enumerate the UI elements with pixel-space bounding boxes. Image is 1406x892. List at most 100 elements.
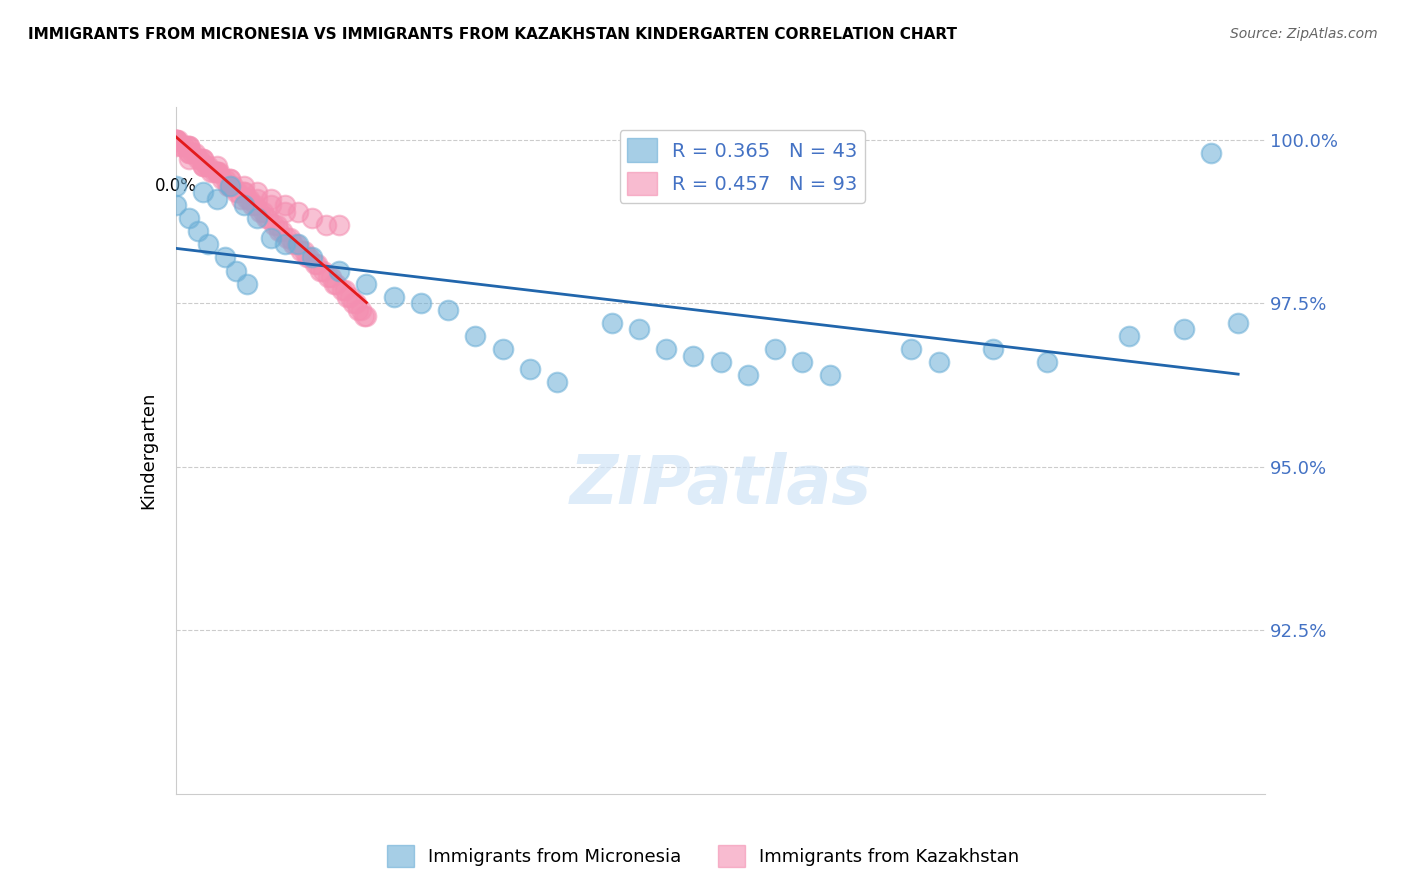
Point [205,165,228,179]
Point [792,355,814,369]
Point [342,296,364,310]
Point [191,159,214,173]
Point [315,218,337,232]
Point [232,185,254,199]
Point [333,283,356,297]
Point [281,237,304,252]
Point [1036,355,1059,369]
Point [179,139,201,153]
Point [167,133,190,147]
Point [232,178,254,193]
Text: 0.0%: 0.0% [155,178,197,195]
Point [356,310,378,324]
Point [205,192,228,206]
Point [235,277,257,291]
Point [492,342,515,356]
Point [205,159,228,173]
Point [214,251,236,265]
Point [266,218,288,232]
Point [176,139,198,153]
Point [682,349,704,363]
Point [165,139,187,153]
Point [627,322,650,336]
Point [170,139,193,153]
Point [232,198,254,212]
Point [228,185,250,199]
Text: Source: ZipAtlas.com: Source: ZipAtlas.com [1230,27,1378,41]
Point [188,153,211,167]
Point [222,178,245,193]
Point [318,270,340,285]
Point [260,198,283,212]
Point [231,192,253,206]
Point [186,153,209,167]
Point [257,211,280,226]
Point [181,145,204,160]
Point [464,329,486,343]
Point [546,375,568,389]
Point [200,165,222,179]
Point [274,204,297,219]
Point [295,251,318,265]
Point [246,211,269,226]
Legend: R = 0.365   N = 43, R = 0.457   N = 93: R = 0.365 N = 43, R = 0.457 N = 93 [620,130,865,203]
Point [353,310,375,324]
Point [325,277,347,291]
Point [165,133,187,147]
Point [208,165,231,179]
Point [179,145,201,160]
Point [284,237,307,252]
Point [179,139,201,153]
Point [1227,316,1250,330]
Point [260,231,283,245]
Point [328,263,350,277]
Point [197,159,219,173]
Point [409,296,432,310]
Point [197,237,219,252]
Point [191,185,214,199]
Point [655,342,678,356]
Point [519,361,541,376]
Text: IMMIGRANTS FROM MICRONESIA VS IMMIGRANTS FROM KAZAKHSTAN KINDERGARTEN CORRELATIO: IMMIGRANTS FROM MICRONESIA VS IMMIGRANTS… [28,27,957,42]
Point [319,270,342,285]
Text: ZIPatlas: ZIPatlas [569,452,872,517]
Point [339,290,361,304]
Point [290,244,312,258]
Point [301,251,323,265]
Point [1199,145,1222,160]
Point [382,290,405,304]
Point [271,224,294,238]
Point [179,153,201,167]
Point [194,159,217,173]
Point [298,251,321,265]
Point [312,263,335,277]
Point [165,133,187,147]
Point [214,172,236,186]
Point [219,178,242,193]
Point [225,185,247,199]
Point [287,204,309,219]
Point [600,316,623,330]
Point [238,192,260,206]
Point [225,263,247,277]
Point [186,224,209,238]
Point [928,355,950,369]
Point [260,192,283,206]
Point [243,198,266,212]
Point [191,153,214,167]
Point [276,231,298,245]
Point [219,178,242,193]
Point [274,237,297,252]
Point [330,283,353,297]
Point [202,165,225,179]
Point [307,257,329,271]
Point [981,342,1004,356]
Point [304,257,326,271]
Point [344,296,367,310]
Point [350,302,373,317]
Point [173,139,195,153]
Point [269,224,291,238]
Point [235,192,257,206]
Point [328,218,350,232]
Point [263,218,285,232]
